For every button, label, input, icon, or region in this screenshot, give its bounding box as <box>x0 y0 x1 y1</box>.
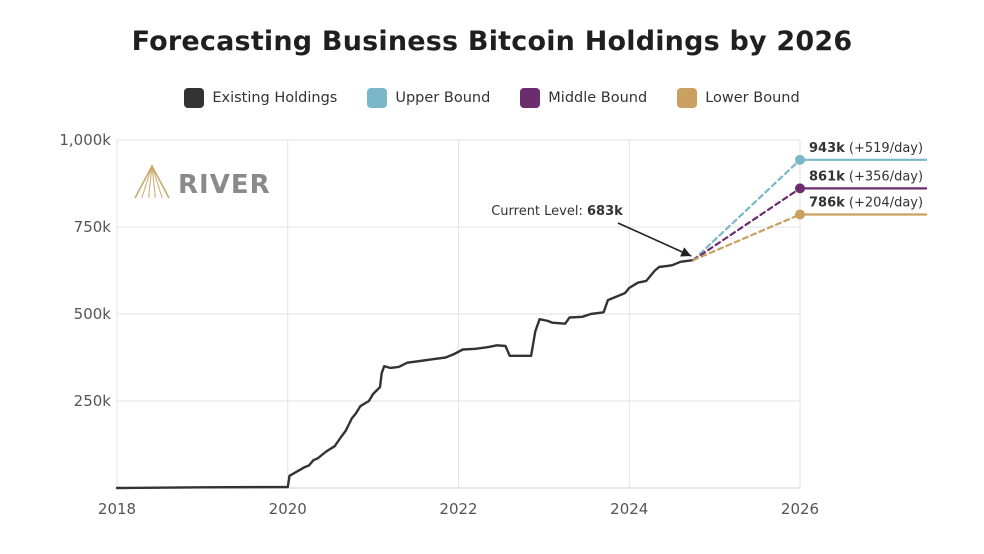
x-tick-label: 2024 <box>610 500 648 518</box>
legend-swatch-lower <box>677 88 698 108</box>
logo-text: RIVER <box>178 170 271 200</box>
series-existing-holdings <box>115 258 695 490</box>
series-line <box>692 158 802 262</box>
series-end-value: 943k <box>809 141 845 156</box>
series-end-label: 943k (+519/day) <box>809 141 923 156</box>
x-tick-label: 2018 <box>98 500 136 518</box>
legend-swatch-upper <box>367 88 388 108</box>
legend-swatch-existing <box>184 88 205 108</box>
annotation-prefix: Current Level: <box>491 204 587 219</box>
series-line <box>692 187 802 262</box>
y-tick-label: 250k <box>74 392 112 410</box>
logo-mark-stroke <box>151 165 156 199</box>
grid-lines <box>116 139 801 489</box>
legend-label-lower: Lower Bound <box>705 90 800 106</box>
legend-item-existing[interactable]: Existing Holdings <box>184 88 337 108</box>
legend-swatch-middle <box>520 88 541 108</box>
logo-mark-stroke <box>151 165 163 199</box>
annotation-value: 683k <box>587 204 623 219</box>
legend-label-existing: Existing Holdings <box>212 90 338 106</box>
chart-legend: Existing Holdings Upper Bound Middle Bou… <box>0 88 984 108</box>
series-middle-bound: 861k (+356/day) <box>692 169 927 262</box>
y-tick-label: 500k <box>74 305 112 323</box>
legend-item-upper[interactable]: Upper Bound <box>367 88 490 108</box>
series-end-value: 861k <box>809 169 845 184</box>
x-tick-label: 2026 <box>781 500 819 518</box>
legend-item-lower[interactable]: Lower Bound <box>677 88 800 108</box>
series-line <box>115 258 695 490</box>
series-lower-bound: 786k (+204/day) <box>692 195 927 262</box>
series-end-point <box>795 183 805 194</box>
logo-mark <box>134 164 170 199</box>
series-end-note: (+204/day) <box>845 195 923 210</box>
annotation-arrow-line <box>617 222 692 257</box>
series-end-note: (+519/day) <box>845 141 923 156</box>
annotation-arrow-head <box>680 247 692 257</box>
logo-mark-stroke <box>148 165 153 199</box>
series-upper-bound: 943k (+519/day) <box>692 141 927 262</box>
y-tick-label: 1,000k <box>59 131 111 149</box>
series-line <box>692 213 802 262</box>
series-end-label: 861k (+356/day) <box>809 169 923 184</box>
series-end-point <box>795 209 805 220</box>
current-level-annotation: Current Level: 683k <box>491 204 692 257</box>
logo-mark-stroke <box>141 165 153 199</box>
chart-title: Forecasting Business Bitcoin Holdings by… <box>131 26 853 57</box>
river-logo: RIVER <box>134 164 271 200</box>
legend-label-upper: Upper Bound <box>395 90 491 106</box>
series-end-label: 786k (+204/day) <box>809 195 923 210</box>
legend-label-middle: Middle Bound <box>548 90 648 106</box>
legend-item-middle[interactable]: Middle Bound <box>520 88 647 108</box>
series-end-note: (+356/day) <box>845 169 923 184</box>
y-tick-label: 750k <box>74 218 112 236</box>
x-tick-label: 2020 <box>269 500 307 518</box>
series-end-point <box>795 154 805 165</box>
annotation-text: Current Level: 683k <box>491 204 623 219</box>
x-tick-label: 2022 <box>439 500 477 518</box>
series-end-value: 786k <box>809 195 845 210</box>
